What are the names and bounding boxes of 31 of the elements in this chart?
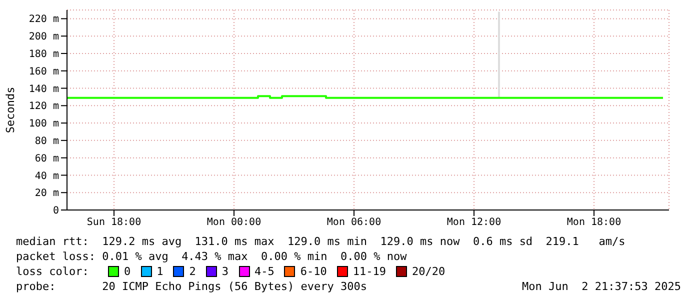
y-tick-label: 120 m [28, 101, 59, 112]
text: 0 [124, 264, 131, 279]
text: 1 [156, 264, 164, 279]
x-tick-label: Sun 18:00 [86, 217, 142, 228]
y-tick-label: 0 [52, 206, 59, 217]
text: 6-10 [300, 264, 327, 279]
y-tick-label: 220 m [28, 14, 59, 26]
x-tick-label: Mon 00:00 [206, 217, 262, 228]
text: loss color: [16, 264, 90, 279]
text: 2 [189, 264, 196, 279]
text: median rtt: 129.2 ms avg 131.0 ms max 129.0 ms min 129.0 ms now 0.6 ms sd 219.1 am/s [16, 234, 626, 249]
x-tick-label: Mon 12:00 [446, 217, 502, 228]
text: 11-19 [352, 264, 386, 279]
x-tick-label: Mon 06:00 [326, 217, 382, 228]
y-tick-label: 160 m [28, 66, 59, 78]
y-tick-label: 180 m [28, 49, 59, 60]
text: 3 [222, 264, 228, 279]
y-tick-label: 20 m [34, 188, 59, 200]
y-tick-label: 60 m [34, 153, 59, 164]
text: 4-5 [254, 264, 274, 279]
text: Mon Jun 2 21:37:53 2025 [522, 279, 681, 294]
text: probe: 20 ICMP Echo Pings (56 Bytes) every 300s [16, 279, 367, 294]
y-tick-label: 40 m [34, 170, 59, 182]
y-tick-label: 100 m [28, 118, 59, 130]
y-tick-label: 80 m [34, 136, 59, 147]
y-tick-label: 200 m [28, 32, 59, 43]
text: packet loss: 0.01 % avg 4.43 % max 0.00 % min 0.00 % now [16, 249, 408, 264]
y-axis-title: Seconds [4, 86, 17, 134]
x-tick-label: Mon 18:00 [566, 217, 622, 228]
y-tick-label: 140 m [28, 84, 59, 95]
text: 20/20 [412, 264, 446, 279]
